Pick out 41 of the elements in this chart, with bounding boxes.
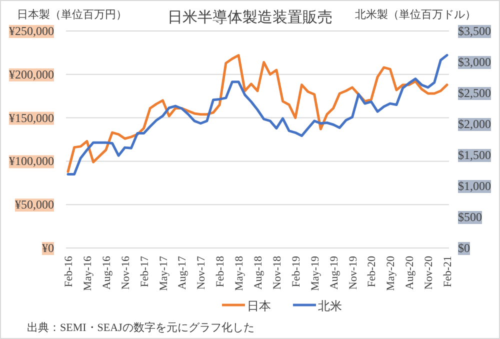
xtick-label: Aug-19	[328, 256, 340, 290]
xtick-label: Aug-16	[100, 256, 113, 290]
ytick-label: ¥100,000	[9, 154, 54, 168]
y2label: 北米製（単位百万ドル）	[355, 9, 476, 21]
xtick-label: May-20	[385, 256, 398, 291]
xtick-label: Aug-17	[176, 256, 189, 290]
xtick-label: Feb-21	[442, 256, 454, 288]
ytick-label: ¥200,000	[9, 67, 54, 82]
y2tick-label: $500	[458, 210, 482, 224]
xtick-label: May-19	[309, 256, 322, 291]
ytick-label: ¥0	[42, 241, 54, 255]
xtick-label: Feb-18	[214, 256, 227, 288]
y2tick-label: $3,000	[458, 55, 491, 69]
y2tick-label: $1,000	[458, 179, 491, 193]
xtick-label: Aug-20	[404, 256, 416, 290]
xtick-label: Nov-17	[196, 256, 208, 290]
xtick-label: Nov-16	[120, 256, 132, 290]
y2tick-label: $2,000	[458, 117, 491, 131]
y2tick-label: $1,500	[458, 148, 491, 162]
xtick-label: May-16	[82, 256, 94, 291]
xtick-label: Nov-20	[423, 256, 436, 290]
xtick-label: Nov-19	[347, 256, 360, 290]
xtick-label: Feb-17	[138, 256, 151, 288]
xtick-label: Feb-19	[290, 256, 302, 288]
xtick-label: May-17	[158, 256, 170, 291]
legend-label: 北米	[318, 299, 342, 313]
xtick-label: Feb-20	[366, 256, 378, 288]
title: 日米半導体製造装置販売	[168, 10, 332, 26]
ytick-label: ¥150,000	[9, 110, 54, 125]
ytick-label: ¥50,000	[15, 198, 54, 212]
y2tick-label: $0	[458, 241, 470, 255]
xtick-label: Aug-18	[252, 256, 264, 290]
y2tick-label: $3,500	[458, 24, 491, 38]
xtick-label: May-18	[234, 256, 246, 291]
y2tick-label: $2,500	[458, 86, 491, 100]
xtick-label: Nov-18	[271, 256, 284, 290]
legend-label: 日本	[247, 299, 271, 313]
xtick-label: Feb-16	[63, 256, 75, 288]
ylabel: 日本製（単位百万円）	[17, 9, 127, 21]
annotation: 出典：SEMI・SEAJの数字を元にグラフ化した	[27, 322, 254, 334]
ytick-label: ¥250,000	[9, 24, 54, 38]
